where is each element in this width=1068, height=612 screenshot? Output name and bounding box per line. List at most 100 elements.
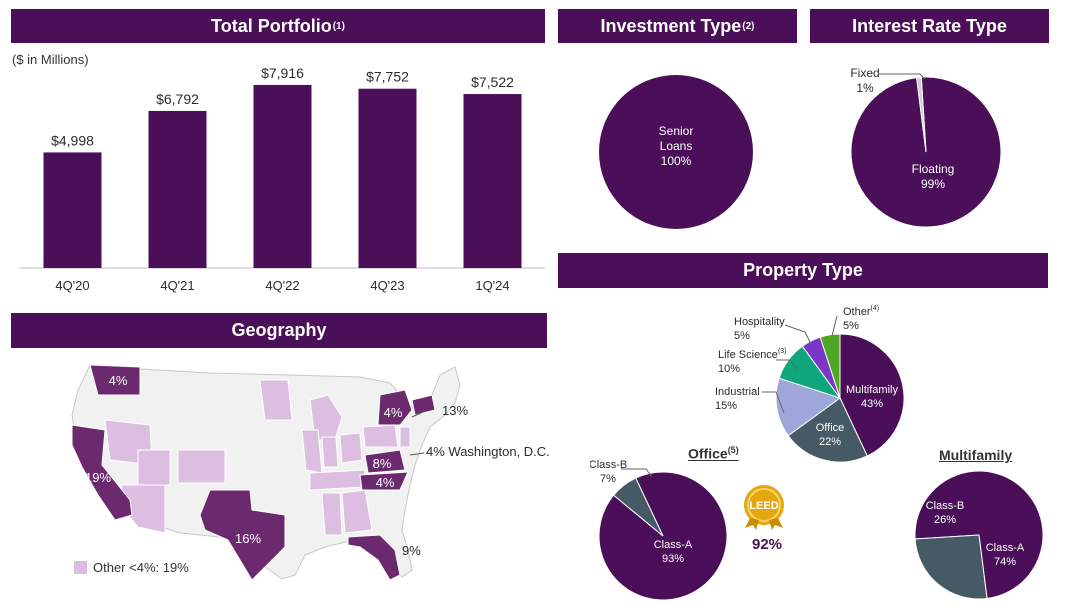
label-virginia: 8% xyxy=(373,456,392,471)
office-subtitle: Office(5) xyxy=(688,445,739,462)
legend-other-swatch xyxy=(74,561,87,574)
pie-label-3: Life Science(3) 10% xyxy=(718,348,787,375)
state-minnesota xyxy=(259,379,293,421)
pie-label-4: Hospitality 5% xyxy=(734,316,785,342)
label-texas: 16% xyxy=(235,531,261,546)
us-geography-map: 4% 19% 16% 4% 8% 4% 9% 13% 4% Washington… xyxy=(71,364,550,581)
bar-1 xyxy=(148,110,207,268)
property-type-banner: Property Type xyxy=(558,253,1048,288)
state-georgia xyxy=(341,489,373,534)
bar-3 xyxy=(358,88,417,268)
pie-slice-1 xyxy=(787,397,868,463)
pie-label-0: Class-A 93% xyxy=(654,539,693,565)
pie-label-5: Other(4) 5% xyxy=(843,305,879,332)
pie-label-1: Class-B 26% xyxy=(926,500,965,526)
pie-leader-1 xyxy=(878,73,926,80)
investment-type-title: Investment Type xyxy=(600,15,742,36)
bar-category-label-0: 4Q'20 xyxy=(55,278,89,293)
pie-label-0: Class-A 74% xyxy=(986,542,1025,568)
pie-label-2: Industrial 15% xyxy=(715,386,760,412)
pie-label-1: Class-B 7% xyxy=(590,459,627,485)
pie-slice-0 xyxy=(599,75,753,229)
label-new-york: 4% xyxy=(384,405,403,420)
bar-category-label-2: 4Q'22 xyxy=(265,278,299,293)
units-note: ($ in Millions) xyxy=(12,52,89,67)
pie-label-0: Senior Loans 100% xyxy=(659,124,694,168)
multifamily-subtitle-text: Multifamily xyxy=(939,447,1013,463)
state-california xyxy=(71,424,133,521)
highlighted-states xyxy=(71,364,436,581)
pie-leader-5 xyxy=(831,315,838,337)
pie-leader-4 xyxy=(784,324,813,347)
pie-label-1: Fixed 1% xyxy=(850,66,879,95)
bar-value-label-1: $6,792 xyxy=(156,91,199,107)
state-florida xyxy=(347,534,401,581)
total-portfolio-bar-chart: $4,998 4Q'20 $6,792 4Q'21 $7,916 4Q'22 $7,752 4… xyxy=(20,65,545,293)
pie-slice-0 xyxy=(839,333,905,457)
pie-slice-2 xyxy=(775,377,842,437)
label-washington-dc: 4% Washington, D.C. xyxy=(426,444,550,459)
bar-category-label-4: 1Q'24 xyxy=(475,278,509,293)
label-california: 19% xyxy=(85,470,111,485)
bar-value-label-0: $4,998 xyxy=(51,132,94,148)
bar-0 xyxy=(43,152,102,268)
state-indiana xyxy=(321,436,339,468)
multifamily-subtitle: Multifamily xyxy=(939,447,1012,463)
label-washington: 4% xyxy=(109,373,128,388)
state-texas xyxy=(199,489,286,581)
office-class-pie-chart: Class-A 93% Class-B 7% xyxy=(590,459,728,601)
multifamily-class-pie-chart: Class-A 74% Class-B 26% xyxy=(914,470,1044,600)
leed-badge-text: LEED xyxy=(749,500,778,512)
pie-slice-5 xyxy=(819,333,841,399)
bar-value-label-3: $7,752 xyxy=(366,69,409,85)
legend-other-label: Other <4%: 19% xyxy=(93,560,189,575)
bar-4 xyxy=(463,94,522,269)
state-north-carolina xyxy=(359,471,409,491)
pie-label-0: Floating 99% xyxy=(912,162,955,191)
state-alabama xyxy=(321,492,343,536)
state-virginia xyxy=(364,449,406,474)
pie-label-0: Multifamily 43% xyxy=(846,384,898,410)
state-new-york xyxy=(377,389,413,426)
interest-rate-type-pie-chart: Floating 99% Fixed 1% xyxy=(850,66,1002,228)
state-tennessee xyxy=(309,469,366,491)
state-colorado xyxy=(177,449,226,484)
investment-type-banner: Investment Type (2) xyxy=(558,9,797,43)
bar-2 xyxy=(253,84,312,268)
office-subtitle-text: Office xyxy=(688,445,728,462)
pie-label-1: Office 22% xyxy=(816,422,845,448)
pie-leader-2 xyxy=(762,391,785,414)
geography-title: Geography xyxy=(231,320,327,340)
state-washington xyxy=(89,364,141,396)
label-florida: 9% xyxy=(402,543,421,558)
bar-value-label-4: $7,522 xyxy=(471,74,514,90)
office-subtitle-footnote: (5) xyxy=(727,445,739,455)
pie-leader-1 xyxy=(621,468,653,478)
pie-slice-1 xyxy=(916,76,927,153)
state-utah xyxy=(137,449,171,486)
property-type-pie-chart: Multifamily 43%Office 22% Industrial 15% Life… xyxy=(715,305,905,463)
interest-rate-type-banner: Interest Rate Type xyxy=(810,9,1049,43)
bar-value-label-2: $7,916 xyxy=(261,65,304,81)
other-states xyxy=(104,379,411,536)
label-massachusetts: 13% xyxy=(442,403,468,418)
leed-badge-icon: LEED xyxy=(744,485,784,530)
bar-category-label-1: 4Q'21 xyxy=(160,278,194,293)
state-massachusetts xyxy=(411,394,436,416)
pie-slice-1 xyxy=(914,534,988,600)
property-type-title: Property Type xyxy=(743,260,863,280)
total-portfolio-footnote: (1) xyxy=(332,20,345,32)
state-pennsylvania xyxy=(362,424,399,448)
map-legend-other: Other <4%: 19% xyxy=(74,560,189,575)
pie-leader-3 xyxy=(776,359,799,371)
geography-banner: Geography xyxy=(11,313,547,348)
investment-type-pie-chart: Senior Loans 100% xyxy=(599,75,753,229)
leed-percent: 92% xyxy=(752,536,783,553)
label-north-carolina: 4% xyxy=(376,475,395,490)
state-new-jersey xyxy=(399,426,411,448)
pie-slice-1 xyxy=(612,477,664,537)
total-portfolio-banner: Total Portfolio (1) xyxy=(11,9,545,43)
interest-rate-type-title: Interest Rate Type xyxy=(852,15,1007,36)
investment-type-footnote: (2) xyxy=(742,20,755,32)
bar-category-label-3: 4Q'23 xyxy=(370,278,404,293)
